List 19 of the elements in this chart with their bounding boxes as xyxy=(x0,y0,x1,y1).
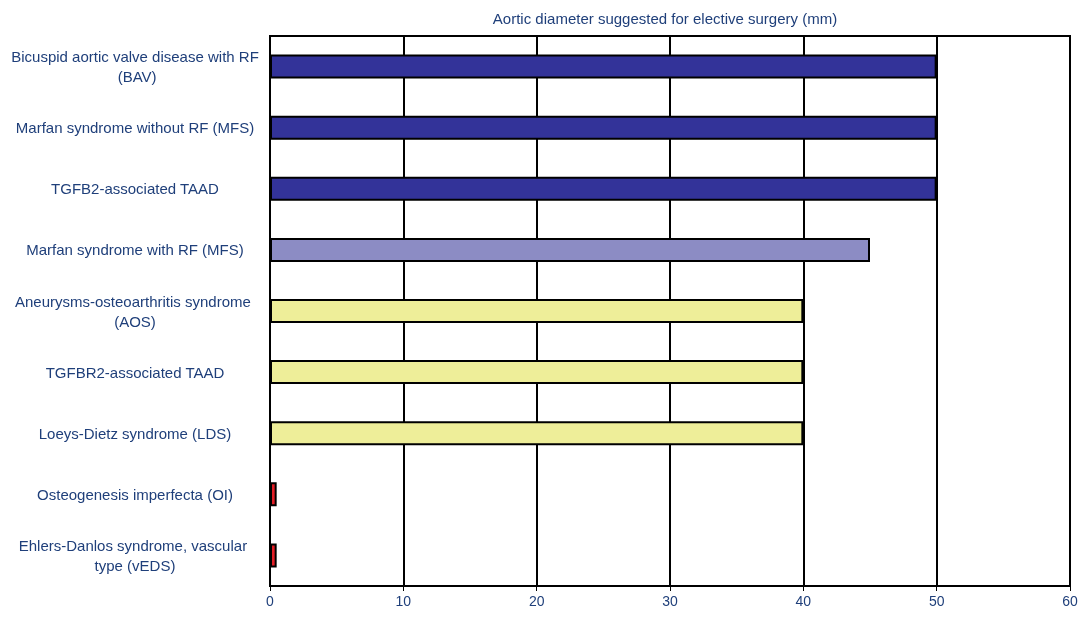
x-tick-label: 50 xyxy=(928,593,945,609)
y-tick-label: Marfan syndrome without RF (MFS) xyxy=(15,119,255,137)
y-tick-label: Osteogenesis imperfecta (OI) xyxy=(37,485,233,503)
x-tick-label: 40 xyxy=(795,593,812,609)
x-tick-label: 60 xyxy=(1062,593,1078,609)
y-tick-label: Ehlers-Danlos syndrome, vascular type (vEDS) xyxy=(18,536,252,574)
x-tick-label: 30 xyxy=(662,593,678,609)
y-tick-label: Aneurysms-osteoarthritis syndrome (AOS) xyxy=(14,292,256,330)
chart-title: Aortic diameter suggested for elective surgery (mm) xyxy=(492,10,838,27)
y-tick-label: Marfan syndrome with RF (MFS) xyxy=(26,241,244,259)
x-tick-label: 0 xyxy=(266,593,275,609)
y-tick-label: TGFBR2-associated TAAD xyxy=(45,363,225,381)
bar xyxy=(270,543,277,568)
bar xyxy=(270,482,277,507)
y-tick-label: Bicuspid aortic valve disease with RF (BAV) xyxy=(11,48,259,86)
x-tick-label: 20 xyxy=(528,593,545,609)
y-tick-label: Loeys-Dietz syndrome (LDS) xyxy=(38,424,232,442)
x-tick-label: 10 xyxy=(395,593,412,609)
y-tick-label: TGFB2-associated TAAD xyxy=(51,180,220,198)
